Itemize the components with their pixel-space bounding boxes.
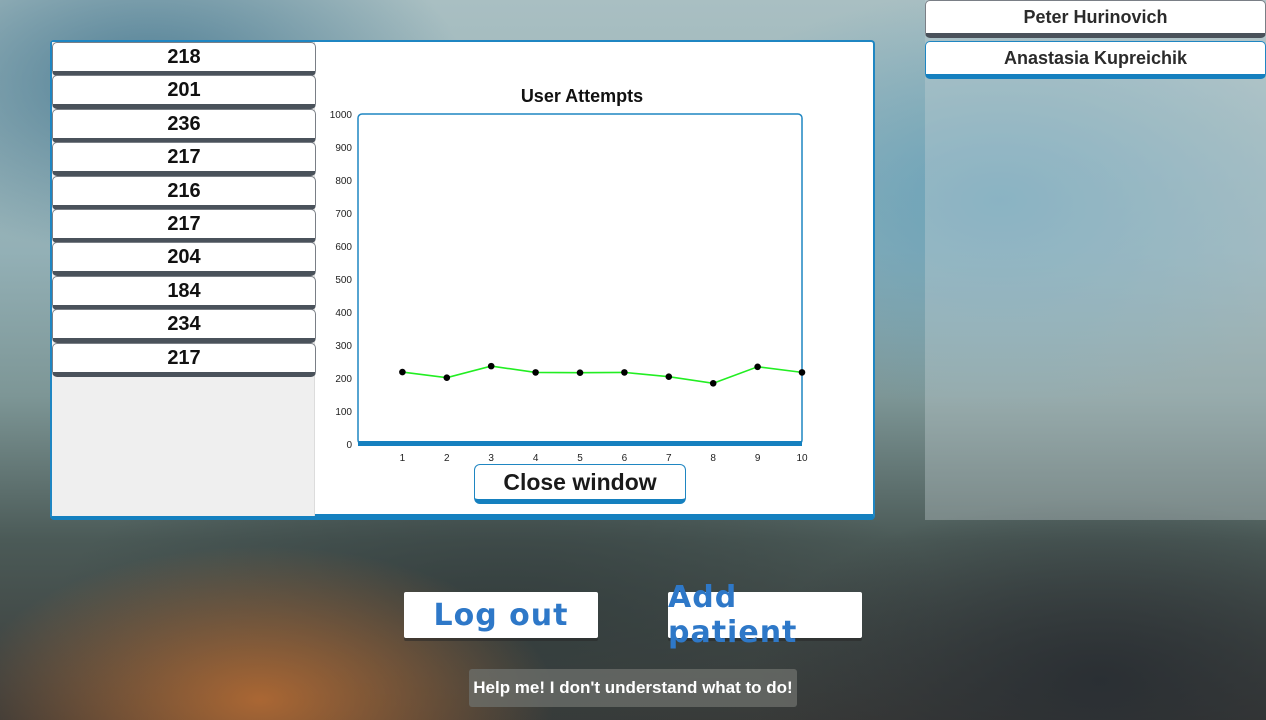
attempts-window: 218 201 236 217 216 217 204 184 234 217 …: [50, 40, 875, 520]
data-point: [621, 369, 628, 376]
help-button[interactable]: Help me! I don't understand what to do!: [469, 669, 797, 707]
data-point: [443, 374, 451, 381]
patient-item-anastasia-kupreichik[interactable]: Anastasia Kupreichik: [925, 41, 1266, 79]
x-tick-label: 6: [622, 453, 628, 464]
x-tick-label: 5: [577, 453, 583, 464]
data-point: [399, 368, 406, 376]
y-tick-label: 100: [335, 407, 352, 418]
x-tick-label: 3: [488, 453, 494, 464]
y-tick-label: 900: [335, 143, 352, 154]
y-tick-label: 500: [335, 275, 352, 286]
y-tick-label: 400: [335, 308, 352, 319]
attempts-list: 218 201 236 217 216 217 204 184 234 217: [52, 42, 316, 516]
x-tick-label: 7: [666, 453, 672, 464]
patient-item-peter-hurinovich[interactable]: Peter Hurinovich: [925, 0, 1266, 38]
data-point: [665, 373, 673, 380]
x-tick-label: 2: [444, 453, 450, 464]
list-item[interactable]: 217: [52, 343, 316, 377]
list-item[interactable]: 184: [52, 276, 316, 310]
list-item[interactable]: 204: [52, 242, 316, 276]
chart-title: User Attempts: [520, 86, 644, 106]
list-item[interactable]: 201: [52, 75, 316, 109]
y-tick-label: 0: [346, 440, 352, 451]
list-item[interactable]: 216: [52, 176, 316, 210]
list-item[interactable]: 236: [52, 109, 316, 143]
plot-area: [357, 113, 803, 445]
x-tick-label: 8: [710, 453, 716, 464]
y-tick-label: 600: [335, 242, 352, 253]
data-point: [576, 369, 584, 377]
y-tick-label: 1000: [330, 110, 353, 121]
data-point: [532, 369, 539, 376]
data-point: [754, 363, 761, 371]
add-patient-button[interactable]: Add patient: [668, 580, 862, 650]
plot-baseline: [358, 441, 802, 446]
data-point: [709, 379, 717, 387]
data-point: [487, 362, 495, 370]
y-tick-label: 200: [335, 374, 352, 385]
close-window-button[interactable]: Close window: [474, 464, 686, 504]
series-line: [402, 365, 803, 385]
logout-button[interactable]: Log out: [404, 592, 598, 638]
data-point: [798, 369, 806, 376]
x-tick-label: 9: [755, 453, 761, 464]
x-tick-label: 4: [533, 453, 539, 464]
x-tick-label: 10: [796, 453, 808, 464]
attempts-chart: 0 100 200 300 400 500 600 700 800 900 1000 1 2 3 4 5 6 7…: [330, 110, 808, 464]
y-tick-label: 300: [335, 341, 352, 352]
list-item[interactable]: 217: [52, 209, 316, 243]
list-item[interactable]: 217: [52, 142, 316, 176]
y-tick-label: 800: [335, 176, 352, 187]
x-tick-label: 1: [400, 453, 406, 464]
y-tick-label: 700: [335, 209, 352, 220]
patient-list-panel: Peter Hurinovich Anastasia Kupreichik: [925, 0, 1266, 520]
list-item[interactable]: 218: [52, 42, 316, 76]
list-item[interactable]: 234: [52, 309, 316, 343]
